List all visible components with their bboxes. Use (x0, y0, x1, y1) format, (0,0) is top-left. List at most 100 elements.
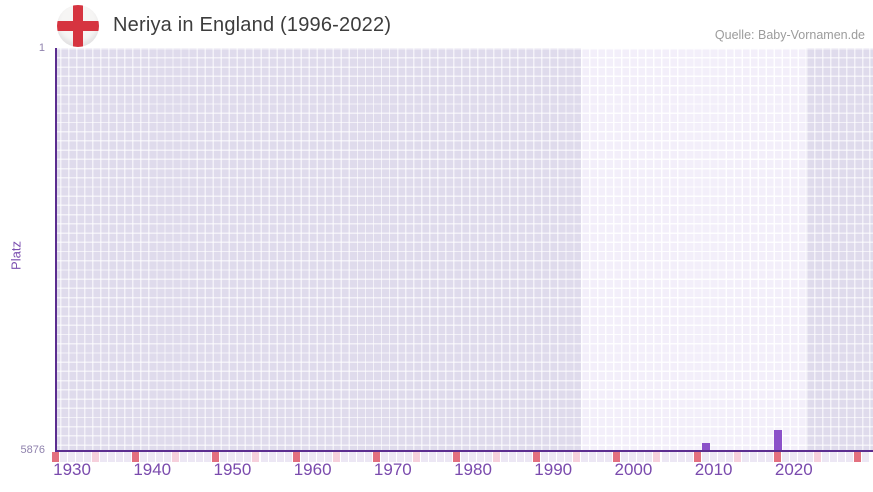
year-marker-2017 (765, 452, 773, 462)
year-marker-1937 (124, 452, 132, 462)
data-period-highlight-band (581, 48, 806, 450)
year-marker-1943 (172, 452, 180, 462)
year-marker-1999 (621, 452, 629, 462)
year-marker-1958 (292, 452, 300, 462)
year-marker-1964 (340, 452, 348, 462)
year-marker-1975 (428, 452, 436, 462)
year-marker-1953 (252, 452, 260, 462)
x-tick-label-2010: 2010 (694, 460, 733, 479)
year-marker-1990 (549, 452, 557, 462)
year-marker-1940 (148, 452, 156, 462)
year-marker-1938 (132, 452, 140, 462)
year-marker-1965 (348, 452, 356, 462)
year-marker-2009 (701, 452, 709, 462)
year-marker-1928 (52, 452, 59, 462)
year-marker-1982 (485, 452, 493, 462)
year-marker-2013 (733, 452, 741, 462)
year-marker-1974 (420, 452, 428, 462)
year-marker-1981 (477, 452, 485, 462)
year-marker-2007 (685, 452, 693, 462)
year-marker-1952 (244, 452, 252, 462)
year-marker-2010 (709, 452, 717, 462)
year-marker-1997 (605, 452, 613, 462)
source-credit: Quelle: Baby-Vornamen.de (714, 28, 865, 42)
year-marker-1983 (493, 452, 501, 462)
year-marker-1987 (525, 452, 533, 462)
rank-bar-2009[interactable] (701, 442, 710, 450)
y-tick-label-top: 1 (38, 42, 45, 54)
x-axis-tick-labels: 1930 1940 1950 1960 1970 1980 1990 2000 2010 2020 (52, 460, 873, 482)
x-tick-label-1930: 1930 (53, 460, 91, 479)
year-marker-1931 (76, 452, 84, 462)
year-marker-1972 (404, 452, 412, 462)
year-marker-1961 (316, 452, 324, 462)
year-marker-1966 (356, 452, 364, 462)
year-marker-2005 (669, 452, 677, 462)
year-marker-strip (52, 452, 873, 462)
year-marker-1942 (164, 452, 172, 462)
year-marker-1945 (188, 452, 196, 462)
year-marker-1996 (597, 452, 605, 462)
year-marker-1950 (228, 452, 236, 462)
x-tick-label-1950: 1950 (213, 460, 252, 479)
year-marker-1955 (268, 452, 276, 462)
year-marker-1935 (108, 452, 116, 462)
year-marker-2023 (813, 452, 821, 462)
year-marker-1986 (517, 452, 525, 462)
year-marker-2008 (693, 452, 701, 462)
year-marker-1970 (388, 452, 396, 462)
year-marker-2002 (645, 452, 653, 462)
flag-cross-horizontal (57, 21, 99, 31)
x-tick-label-1970: 1970 (373, 460, 412, 479)
year-marker-1993 (573, 452, 581, 462)
year-marker-1960 (308, 452, 316, 462)
year-marker-1979 (461, 452, 468, 462)
x-axis-line (55, 450, 873, 452)
year-marker-2012 (725, 452, 733, 462)
year-marker-1988 (533, 452, 541, 462)
england-flag-icon (57, 5, 99, 47)
year-marker-1995 (589, 452, 597, 462)
year-marker-1998 (613, 452, 621, 462)
year-marker-1934 (100, 452, 108, 462)
x-tick-label-1990: 1990 (534, 460, 573, 479)
year-marker-1948 (212, 452, 220, 462)
year-marker-1968 (372, 452, 380, 462)
year-marker-1951 (236, 452, 244, 462)
year-marker-1929 (60, 452, 68, 462)
year-marker-2022 (805, 452, 813, 462)
x-tick-label-2020: 2020 (774, 460, 813, 479)
year-marker-1978 (452, 452, 460, 462)
year-marker-1941 (156, 452, 164, 462)
year-marker-1933 (92, 452, 100, 462)
year-marker-1994 (581, 452, 589, 462)
year-marker-2004 (661, 452, 669, 462)
year-marker-2026 (837, 452, 845, 462)
year-marker-1954 (260, 452, 268, 462)
year-marker-2018 (773, 452, 781, 462)
year-marker-1959 (300, 452, 308, 462)
year-marker-1977 (444, 452, 452, 462)
year-marker-1992 (565, 452, 573, 462)
year-marker-2025 (829, 452, 837, 462)
plot-area (56, 48, 873, 450)
year-marker-2024 (821, 452, 829, 462)
year-marker-1963 (332, 452, 340, 462)
year-marker-1989 (541, 452, 549, 462)
year-marker-1985 (509, 452, 517, 462)
year-marker-2021 (797, 452, 805, 462)
rank-bar-2018[interactable] (773, 429, 782, 450)
x-tick-label-1940: 1940 (133, 460, 172, 479)
year-marker-1980 (469, 452, 477, 462)
year-marker-1969 (380, 452, 388, 462)
year-marker-2011 (717, 452, 725, 462)
year-marker-1949 (220, 452, 228, 462)
year-marker-1930 (68, 452, 76, 462)
year-marker-1957 (284, 452, 292, 462)
year-marker-1939 (140, 452, 148, 462)
year-marker-1973 (412, 452, 420, 462)
year-marker-1971 (396, 452, 404, 462)
year-marker-1946 (196, 452, 204, 462)
year-marker-1932 (84, 452, 92, 462)
